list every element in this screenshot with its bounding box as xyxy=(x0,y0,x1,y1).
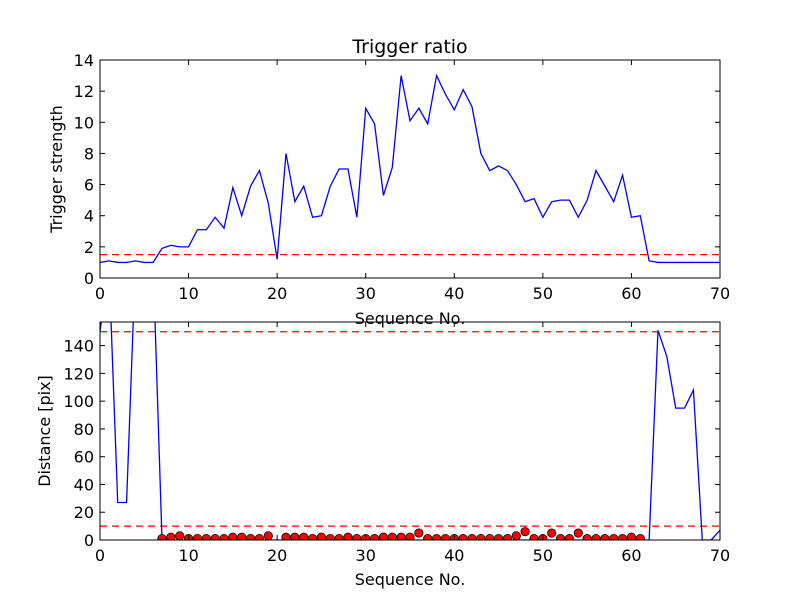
data-point-marker xyxy=(352,534,362,540)
y-tick-label: 140 xyxy=(63,337,94,356)
y-tick-label: 12 xyxy=(74,82,94,101)
data-point-marker xyxy=(555,534,566,540)
data-point-marker xyxy=(485,534,495,540)
data-point-marker xyxy=(281,532,291,540)
y-tick-label: 6 xyxy=(84,176,94,195)
data-point-marker xyxy=(387,532,397,540)
data-point-marker xyxy=(210,534,220,540)
x-tick-label: 50 xyxy=(533,546,553,565)
data-point-marker xyxy=(325,534,335,540)
x-tick-label: 40 xyxy=(444,284,464,303)
data-point-marker xyxy=(511,531,521,540)
data-point-marker xyxy=(617,534,628,540)
data-point-marker xyxy=(166,532,176,540)
y-axis-label-top: Trigger strength xyxy=(47,105,66,234)
data-point-marker xyxy=(157,534,167,540)
axes-frame-top xyxy=(99,59,721,279)
x-tick-label: 0 xyxy=(95,284,105,303)
data-point-marker xyxy=(547,528,557,538)
data-point-marker xyxy=(396,532,406,540)
y-tick-label: 120 xyxy=(63,364,94,383)
data-point-marker xyxy=(369,534,380,540)
data-point-marker xyxy=(467,534,477,540)
x-axis-label-bottom: Sequence No. xyxy=(355,570,466,589)
data-point-marker xyxy=(493,534,504,540)
x-axis-ticks-top: 0 10 20 30 40 50 60 70 xyxy=(95,60,730,303)
y-tick-label: 100 xyxy=(63,392,94,411)
x-tick-label: 60 xyxy=(621,546,641,565)
y-tick-label: 10 xyxy=(74,113,94,132)
data-point-marker xyxy=(201,534,211,540)
data-point-marker xyxy=(299,532,309,540)
data-point-marker xyxy=(307,534,318,540)
data-point-marker xyxy=(378,532,389,540)
x-tick-label: 60 xyxy=(621,284,641,303)
data-point-marker xyxy=(440,534,451,540)
data-point-marker xyxy=(316,532,327,540)
chart-title: Trigger ratio xyxy=(351,36,467,58)
data-point-marker xyxy=(414,528,424,538)
y-tick-label: 8 xyxy=(84,144,94,163)
data-point-marker xyxy=(573,528,583,538)
data-point-marker xyxy=(529,534,539,540)
y-tick-label: 20 xyxy=(74,503,94,522)
data-point-marker xyxy=(423,534,433,540)
y-tick-label: 60 xyxy=(74,448,94,467)
data-point-marker xyxy=(237,532,247,540)
data-point-marker xyxy=(476,534,486,540)
data-point-marker xyxy=(582,534,592,540)
data-point-marker xyxy=(219,534,229,540)
x-tick-label: 20 xyxy=(267,284,287,303)
x-tick-label: 70 xyxy=(710,546,730,565)
data-point-marker xyxy=(520,527,530,537)
plot-area-top xyxy=(100,73,720,264)
y-tick-label: 40 xyxy=(74,475,94,494)
y-tick-label: 80 xyxy=(74,420,94,439)
data-point-marker xyxy=(263,531,273,540)
y-tick-label: 0 xyxy=(84,531,94,550)
data-point-marker xyxy=(405,532,415,540)
data-point-marker xyxy=(334,534,344,540)
y-axis-label-bottom: Distance [pix] xyxy=(35,375,54,487)
x-tick-label: 70 xyxy=(710,284,730,303)
x-tick-label: 30 xyxy=(356,284,376,303)
y-tick-label: 0 xyxy=(84,269,94,288)
data-point-marker xyxy=(175,531,185,540)
x-tick-label: 20 xyxy=(267,546,287,565)
data-point-marker xyxy=(228,532,238,540)
y-tick-label: 4 xyxy=(84,207,94,226)
x-tick-label: 30 xyxy=(356,546,376,565)
data-point-marker xyxy=(635,534,645,540)
data-point-marker xyxy=(564,534,575,540)
axes-frame-bottom xyxy=(99,321,721,541)
series-line xyxy=(100,73,720,264)
data-point-marker xyxy=(343,532,353,540)
distance-chart: 0 10 20 30 40 50 60 70 0 20 40 60 80 100 120 140 Seque… xyxy=(35,321,730,589)
data-point-marker xyxy=(502,534,513,540)
trigger-ratio-chart: Trigger ratio 0 10 20 30 40 50 60 70 0 2 4 6 8 10 12 1… xyxy=(47,36,730,328)
y-tick-label: 14 xyxy=(74,51,94,70)
data-point-marker xyxy=(431,534,442,540)
data-point-marker xyxy=(290,532,300,540)
x-axis-ticks-bottom: 0 10 20 30 40 50 60 70 xyxy=(95,322,730,565)
x-tick-label: 50 xyxy=(533,284,553,303)
y-tick-label: 2 xyxy=(84,238,94,257)
data-point-marker xyxy=(609,534,619,540)
data-point-marker xyxy=(245,534,256,540)
data-point-marker xyxy=(254,534,265,540)
data-point-marker xyxy=(591,534,601,540)
data-point-marker xyxy=(458,534,468,540)
plot-area-bottom xyxy=(100,322,720,540)
x-tick-label: 10 xyxy=(178,284,198,303)
y-axis-ticks-bottom: 0 20 40 60 80 100 120 140 xyxy=(63,337,720,550)
data-point-marker xyxy=(192,534,203,540)
data-point-marker xyxy=(600,534,610,540)
x-axis-label-top: Sequence No. xyxy=(355,309,466,328)
x-tick-label: 10 xyxy=(178,546,198,565)
x-tick-label: 0 xyxy=(95,546,105,565)
x-tick-label: 40 xyxy=(444,546,464,565)
y-axis-ticks-top: 0 2 4 6 8 10 12 14 xyxy=(74,51,720,288)
series-line xyxy=(100,322,720,540)
